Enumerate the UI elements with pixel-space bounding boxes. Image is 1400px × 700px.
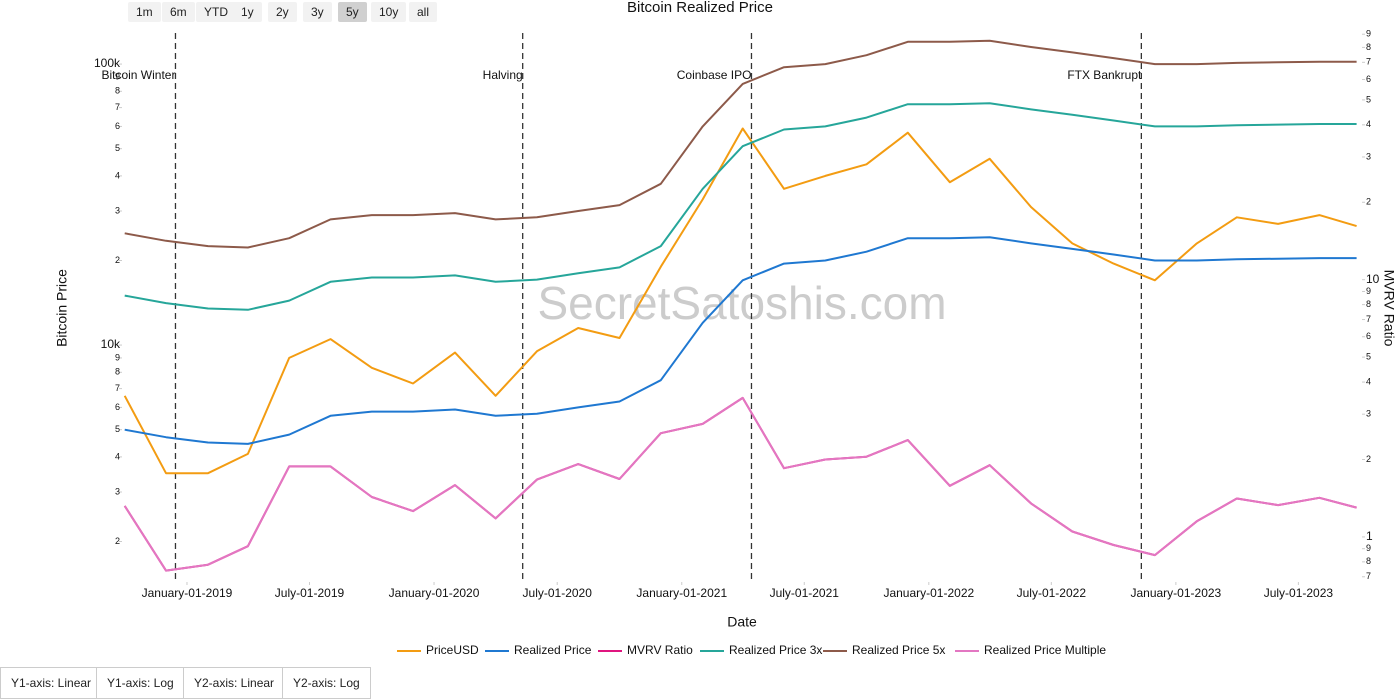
event-label: Bitcoin Winter [101,68,175,82]
x-tick-label: January-01-2022 [883,586,974,600]
y-tick-label: 9 [115,352,120,362]
y-tick-label: 6 [115,121,120,131]
x-tick-label: January-01-2021 [636,586,727,600]
y2-tick-label: 5 [1366,352,1371,362]
axis-button[interactable]: Y1-axis: Log [96,667,185,699]
legend-label: Realized Price [514,643,592,657]
range-button[interactable]: all [409,2,438,22]
y-tick-label: 2 [115,536,120,546]
range-button[interactable]: 1y [233,2,262,22]
y-tick-label: 4 [115,451,120,461]
y2-tick-label: 4 [1366,376,1371,386]
y2-tick-label: 9 [1366,29,1371,39]
y-tick-label: 6 [115,402,120,412]
y2-tick-label: 7 [1366,314,1371,324]
range-button[interactable]: 5y [338,2,367,22]
x-tick-label: January-01-2019 [142,586,233,600]
axis-button[interactable]: Y2-axis: Log [282,667,371,699]
y2-tick-label: 4 [1366,119,1371,129]
axis-button[interactable]: Y1-axis: Linear [0,667,103,699]
watermark: SecretSatoshis.com [537,277,946,329]
range-button[interactable]: 2y [268,2,297,22]
series-line [124,236,1357,445]
series-line [123,396,1357,572]
y2-tick-label: 8 [1366,299,1371,309]
range-button[interactable]: YTD [196,2,236,22]
legend-label: Realized Price Multiple [984,643,1106,657]
y-tick-label: 3 [115,205,120,215]
range-button[interactable]: 3y [303,2,332,22]
y2-tick-label: 9 [1366,286,1371,296]
x-tick-label: July-01-2023 [1264,586,1334,600]
legend-label: Realized Price 3x [729,643,822,657]
y2-tick-label: 7 [1366,57,1371,67]
y-tick-label: 100k [94,56,121,70]
legend-label: Realized Price 5x [852,643,945,657]
y-tick-label: 4 [115,170,120,180]
x-tick-label: January-01-2020 [389,586,480,600]
y-tick-label: 7 [115,102,120,112]
y-axis-label: Bitcoin Price [54,269,70,347]
y2-tick-label: 7 [1366,571,1371,581]
y-tick-label: 10k [101,337,121,351]
range-button[interactable]: 1m [128,2,161,22]
y-tick-label: 8 [115,367,120,377]
y2-tick-label: 3 [1366,151,1371,161]
x-tick-label: January-01-2023 [1130,586,1221,600]
series-line [124,102,1357,311]
series-line [123,396,1357,572]
chart-title: Bitcoin Realized Price [627,0,773,16]
series-line [124,39,1357,249]
x-tick-label: July-01-2021 [770,586,840,600]
legend-label: PriceUSD [426,643,479,657]
y2-tick-label: 9 [1366,543,1371,553]
y-tick-label: 9 [115,71,120,81]
y2-tick-label: 8 [1366,556,1371,566]
y2-tick-label: 2 [1366,197,1371,207]
y-tick-label: 5 [115,143,120,153]
series-line [123,127,1357,475]
legend-label: MVRV Ratio [627,643,693,657]
x-tick-label: July-01-2022 [1017,586,1087,600]
y-tick-label: 3 [115,486,120,496]
y2-tick-label: 2 [1366,454,1371,464]
event-label: Coinbase IPO [677,68,752,82]
y2-axis-label: MVRV Ratio [1381,270,1397,347]
event-label: FTX Bankrupt [1067,68,1142,82]
y2-tick-label: 5 [1366,94,1371,104]
y2-tick-label: 1 [1366,529,1373,543]
x-tick-label: July-01-2019 [275,586,345,600]
y2-tick-label: 8 [1366,42,1371,52]
y2-tick-label: 6 [1366,331,1371,341]
range-button[interactable]: 6m [162,2,195,22]
range-button[interactable]: 10y [371,2,407,22]
x-axis-label: Date [727,614,757,630]
event-label: Halving [483,68,523,82]
y2-tick-label: 6 [1366,74,1371,84]
axis-button[interactable]: Y2-axis: Linear [183,667,286,699]
y2-tick-label: 3 [1366,409,1371,419]
y-tick-label: 5 [115,424,120,434]
y-tick-label: 7 [115,383,120,393]
y-tick-label: 8 [115,86,120,96]
y-tick-label: 2 [115,255,120,265]
x-tick-label: July-01-2020 [523,586,593,600]
y2-tick-label: 10 [1366,272,1380,286]
